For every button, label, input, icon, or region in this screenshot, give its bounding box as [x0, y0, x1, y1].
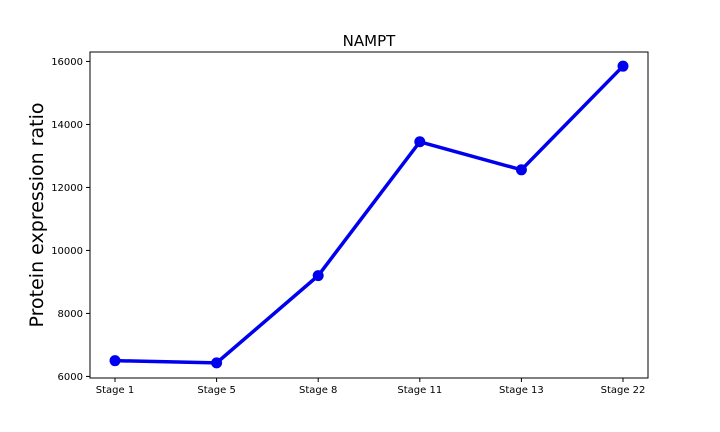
data-point	[617, 60, 629, 72]
y-axis-label: Protein expression ratio	[26, 103, 48, 328]
y-tick-label: 14000	[51, 120, 83, 131]
y-tick-label: 12000	[51, 183, 83, 194]
x-tick-label: Stage 5	[197, 385, 235, 396]
x-tick-label: Stage 11	[397, 385, 442, 396]
x-axis: Stage 1 Stage 5 Stage 8 Stage 11 Stage 13 Sta…	[96, 378, 646, 396]
x-tick-label: Stage 22	[601, 385, 646, 396]
y-tick-label: 8000	[58, 309, 83, 320]
y-axis: 6000 8000 10000 12000 14000 16000	[51, 57, 90, 383]
data-point	[312, 270, 324, 282]
y-tick-label: 10000	[51, 246, 83, 257]
series-layer	[109, 60, 629, 369]
y-tick-label: 16000	[51, 57, 83, 68]
data-point	[414, 136, 426, 148]
chart-title: NAMPT	[343, 32, 396, 50]
series-line	[113, 64, 625, 365]
y-tick-label: 6000	[58, 372, 83, 383]
data-point	[515, 164, 527, 176]
data-point	[211, 357, 223, 369]
x-tick-label: Stage 13	[499, 385, 544, 396]
plot-area-frame	[89, 51, 649, 379]
data-point	[109, 355, 121, 367]
x-tick-label: Stage 8	[299, 385, 337, 396]
x-tick-label: Stage 1	[96, 385, 134, 396]
